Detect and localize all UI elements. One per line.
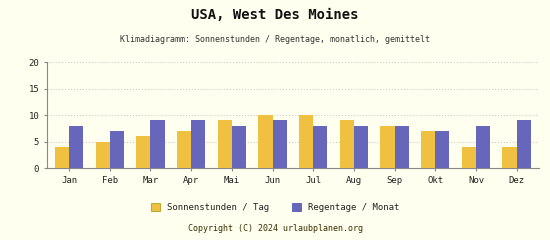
Bar	[177, 131, 191, 168]
Bar	[313, 126, 327, 168]
Bar	[96, 142, 110, 168]
Bar	[516, 120, 531, 168]
Bar	[69, 126, 84, 168]
Bar	[394, 126, 409, 168]
Text: Copyright (C) 2024 urlaubplanen.org: Copyright (C) 2024 urlaubplanen.org	[188, 224, 362, 234]
Bar	[381, 126, 394, 168]
Text: USA, West Des Moines: USA, West Des Moines	[191, 8, 359, 22]
Bar	[299, 115, 313, 168]
Bar	[273, 120, 287, 168]
Bar	[151, 120, 165, 168]
Bar	[232, 126, 246, 168]
Bar	[218, 120, 232, 168]
Bar	[461, 147, 476, 168]
Bar	[55, 147, 69, 168]
Bar	[502, 147, 516, 168]
Bar	[258, 115, 273, 168]
Bar	[191, 120, 205, 168]
Text: Klimadiagramm: Sonnenstunden / Regentage, monatlich, gemittelt: Klimadiagramm: Sonnenstunden / Regentage…	[120, 35, 430, 44]
Bar	[340, 120, 354, 168]
Bar	[354, 126, 368, 168]
Bar	[136, 136, 151, 168]
Bar	[421, 131, 435, 168]
Bar	[110, 131, 124, 168]
Bar	[435, 131, 449, 168]
Bar	[476, 126, 490, 168]
Legend: Sonnenstunden / Tag, Regentage / Monat: Sonnenstunden / Tag, Regentage / Monat	[151, 203, 399, 212]
